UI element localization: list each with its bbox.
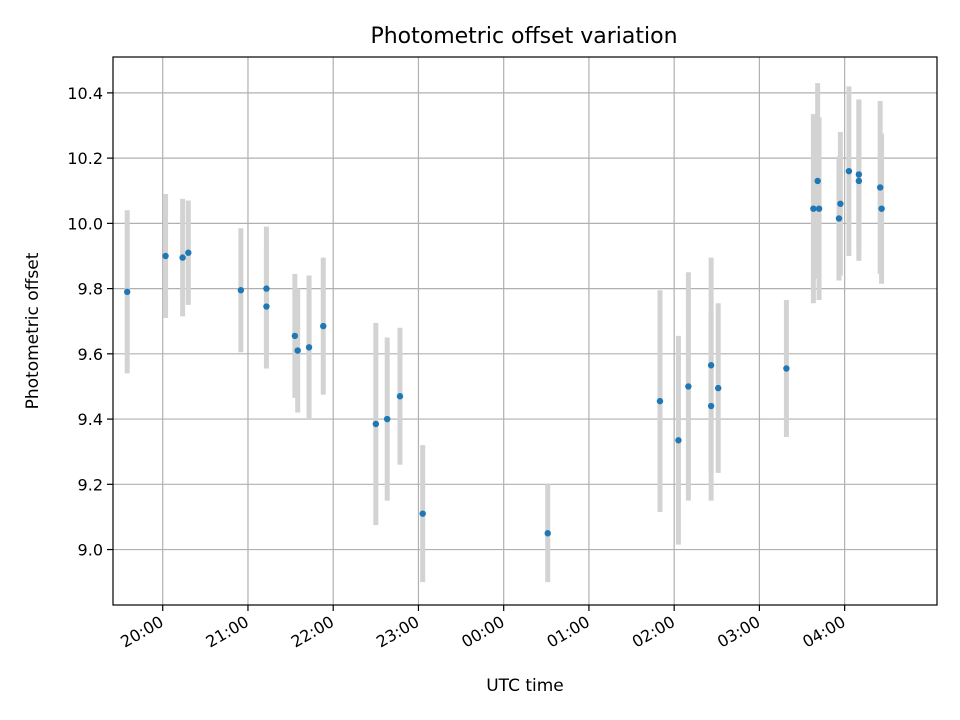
y-tick-label: 9.2 (78, 475, 103, 494)
grid (113, 57, 937, 605)
data-point (715, 384, 722, 392)
data-point (294, 347, 301, 354)
x-tick-label: 21:00 (203, 612, 252, 652)
y-tick-label: 9.4 (78, 410, 103, 429)
data-point (320, 322, 327, 330)
data-point (291, 332, 299, 340)
y-tick-label: 10.4 (67, 84, 103, 103)
x-axis: 20:00 21:00 22:00 23:00 00:00 01:00 02:00 03:00… (117, 605, 849, 652)
y-axis-label: Photometric offset (23, 252, 43, 409)
data-point (685, 383, 692, 390)
x-tick-label: 00:00 (458, 612, 507, 652)
y-tick-label: 9.0 (78, 541, 103, 560)
data-point (305, 344, 313, 351)
data-point (162, 252, 169, 260)
data-point (837, 200, 844, 207)
data-points (124, 167, 885, 537)
y-tick-label: 10.0 (67, 214, 103, 233)
data-point (396, 393, 404, 400)
x-tick-label: 03:00 (714, 612, 763, 652)
data-point (810, 205, 817, 212)
x-tick-label: 04:00 (799, 612, 848, 652)
data-point (544, 530, 551, 537)
plot-frame (112, 56, 938, 606)
data-point (707, 362, 715, 369)
x-tick-label: 02:00 (629, 612, 678, 652)
x-tick-label: 23:00 (373, 612, 422, 652)
data-point (179, 254, 186, 261)
x-axis-label: UTC time (486, 676, 564, 696)
data-point (372, 420, 380, 428)
data-point (878, 205, 885, 212)
data-point (656, 397, 664, 405)
data-point (835, 215, 843, 222)
data-point (855, 177, 863, 185)
data-point (675, 437, 682, 444)
data-point (263, 303, 270, 310)
x-tick-label: 20:00 (117, 612, 166, 652)
data-point (876, 184, 884, 191)
data-point (814, 177, 821, 185)
data-point (707, 402, 715, 410)
x-tick-label: 22:00 (288, 612, 337, 652)
data-point (419, 510, 426, 517)
data-point (383, 415, 391, 423)
data-point (185, 249, 192, 256)
x-tick-label: 01:00 (543, 612, 592, 652)
y-tick-label: 10.2 (67, 149, 103, 168)
data-point (855, 171, 863, 178)
data-point (263, 285, 270, 292)
y-tick-label: 9.6 (78, 345, 103, 364)
data-point (815, 205, 823, 212)
data-point (124, 288, 131, 296)
chart-title: Photometric offset variation (370, 24, 677, 49)
data-point (783, 365, 790, 372)
y-tick-label: 9.8 (78, 280, 103, 299)
data-point (845, 167, 853, 175)
data-point (237, 287, 245, 294)
y-axis: 9.0 9.2 9.4 9.6 9.8 10.0 10.2 10.4 (67, 84, 113, 560)
